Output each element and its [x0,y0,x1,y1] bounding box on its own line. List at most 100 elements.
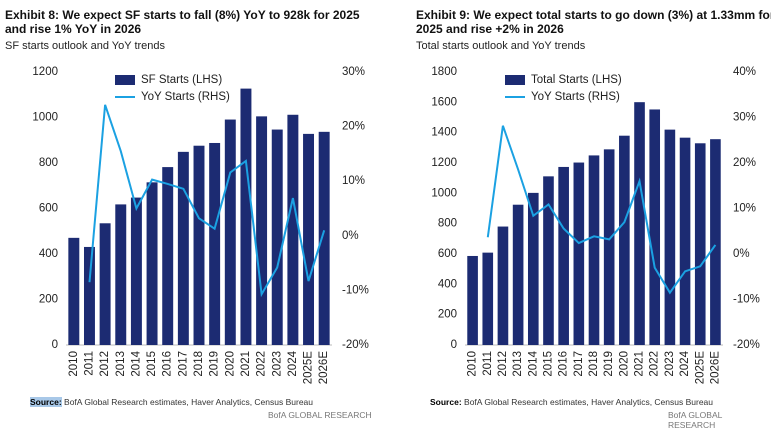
x-tick-label: 2022 [256,351,268,377]
x-tick-label: 2013 [115,351,127,377]
x-tick-label: 2010 [467,351,479,377]
x-tick-label: 2016 [162,351,174,377]
y-tick-label: 200 [39,294,58,306]
source: Source: BofA Global Research estimates, … [30,397,313,407]
legend-swatch [505,75,525,85]
y-tick-label: 600 [438,248,457,260]
footer: BofA GLOBAL RESEARCH [668,410,723,430]
y-tick-label: 1000 [431,187,457,199]
y-tick-label: 1400 [431,127,457,139]
y2-tick-label: -10% [342,284,369,296]
bar [634,102,645,345]
bar [303,133,315,345]
y-tick-label: 400 [438,278,457,290]
bar [497,226,509,345]
legend-label: SF Starts (LHS) [141,74,222,86]
bar [588,155,600,345]
x-tick-label: 2025E [694,351,706,385]
x-tick-label: 2025E [303,351,315,385]
y-tick-label: 600 [39,203,58,215]
y-tick-label: 1600 [431,96,457,108]
y2-tick-label: 30% [733,112,756,124]
y2-tick-label: 20% [733,157,756,169]
bar [664,129,676,345]
y-tick-label: 200 [438,309,457,321]
x-tick-label: 2017 [177,351,189,377]
y-tick-label: 1200 [32,66,58,78]
bar [83,246,95,345]
chart-subtitle: SF starts outlook and YoY trends [5,40,166,52]
x-tick-label: 2026E [709,351,721,385]
x-tick-label: 2022 [649,351,661,377]
bar [193,145,205,345]
legend-label: YoY Starts (RHS) [141,91,230,103]
bar [619,135,630,345]
x-tick-label: 2012 [99,351,111,377]
chart-title: Exhibit 9: We expect total starts to go … [416,8,771,36]
y-tick-label: 1000 [32,112,58,124]
x-tick-label: 2013 [512,351,524,377]
y-tick-label: 1200 [431,157,457,169]
y-tick-label: 800 [438,218,457,230]
footer: BofA GLOBAL RESEARCH [268,410,372,420]
x-tick-label: 2010 [68,351,80,377]
bar [177,151,189,345]
bar [224,119,236,345]
bar [558,166,569,345]
legend-label: YoY Starts (RHS) [531,91,620,103]
bar [209,142,221,345]
bar [543,176,554,345]
x-tick-label: 2020 [224,351,236,377]
bar [240,88,252,346]
bar [467,255,478,345]
x-tick-label: 2018 [588,351,600,377]
x-tick-label: 2023 [664,351,676,377]
x-tick-label: 2026E [318,351,330,385]
y2-tick-label: 30% [342,66,365,78]
y2-tick-label: 10% [342,175,365,187]
y2-tick-label: 0% [342,230,359,242]
x-tick-label: 2024 [679,350,691,376]
bar [130,197,142,345]
x-tick-label: 2023 [271,351,283,377]
bar [162,167,174,345]
y2-tick-label: 20% [342,121,365,133]
chart-title: Exhibit 8: We expect SF starts to fall (… [5,8,360,36]
y2-tick-label: -10% [733,294,760,306]
bar [287,114,299,346]
y2-tick-label: 0% [733,248,750,260]
x-tick-label: 2018 [193,351,205,377]
x-tick-label: 2016 [558,351,570,377]
source-text: BofA Global Research estimates, Haver An… [464,397,714,407]
x-tick-label: 2015 [146,351,158,377]
x-tick-label: 2014 [130,350,142,376]
source: Source: BofA Global Research estimates, … [430,397,713,407]
x-tick-label: 2019 [209,351,221,377]
line-series [88,104,326,298]
chart-subtitle: Total starts outlook and YoY trends [416,40,586,52]
y2-tick-label: -20% [733,339,760,351]
y-tick-label: 1800 [431,66,457,78]
x-tick-label: 2011 [84,351,96,376]
bar [527,192,539,345]
bar [512,204,524,345]
x-tick-label: 2021 [634,351,646,377]
y-tick-label: 400 [39,248,58,260]
x-tick-label: 2014 [527,350,539,376]
bar [694,143,706,345]
y2-tick-label: 40% [733,66,756,78]
bar [68,237,80,345]
x-tick-label: 2021 [240,351,252,377]
bar [99,223,111,345]
bar [146,182,158,345]
x-tick-label: 2019 [603,351,615,377]
x-tick-label: 2024 [287,350,299,376]
x-tick-label: 2012 [497,351,509,377]
y2-tick-label: -20% [342,339,369,351]
x-tick-label: 2015 [543,351,555,377]
x-tick-label: 2011 [482,351,494,376]
y-tick-label: 0 [52,339,58,351]
bar [603,149,615,345]
